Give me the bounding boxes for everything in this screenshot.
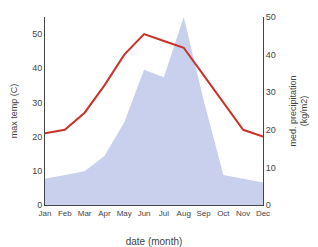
svg-text:20: 20 [32, 132, 42, 142]
svg-text:0: 0 [266, 200, 271, 210]
svg-text:max temp (C): max temp (C) [9, 84, 19, 139]
svg-text:Mar: Mar [78, 209, 92, 218]
svg-text:med. precipitation(kg/m2): med. precipitation(kg/m2) [288, 75, 310, 146]
svg-text:Sep: Sep [196, 209, 211, 218]
svg-text:30: 30 [266, 87, 276, 97]
svg-text:20: 20 [266, 125, 276, 135]
svg-text:Oct: Oct [217, 209, 230, 218]
svg-text:Apr: Apr [98, 209, 111, 218]
svg-text:Aug: Aug [177, 209, 191, 218]
svg-text:10: 10 [266, 163, 276, 173]
svg-text:Jul: Jul [159, 209, 169, 218]
svg-text:30: 30 [32, 98, 42, 108]
svg-text:Nov: Nov [236, 209, 250, 218]
svg-text:10: 10 [32, 166, 42, 176]
svg-text:40: 40 [32, 63, 42, 73]
svg-text:Dec: Dec [256, 209, 270, 218]
svg-text:Feb: Feb [58, 209, 72, 218]
svg-text:50: 50 [266, 12, 276, 22]
svg-text:Jun: Jun [138, 209, 151, 218]
svg-text:Jan: Jan [39, 209, 52, 218]
svg-text:May: May [117, 209, 132, 218]
svg-text:40: 40 [266, 50, 276, 60]
svg-text:50: 50 [32, 29, 42, 39]
svg-text:0: 0 [37, 200, 42, 210]
svg-text:date (month): date (month) [126, 236, 183, 247]
